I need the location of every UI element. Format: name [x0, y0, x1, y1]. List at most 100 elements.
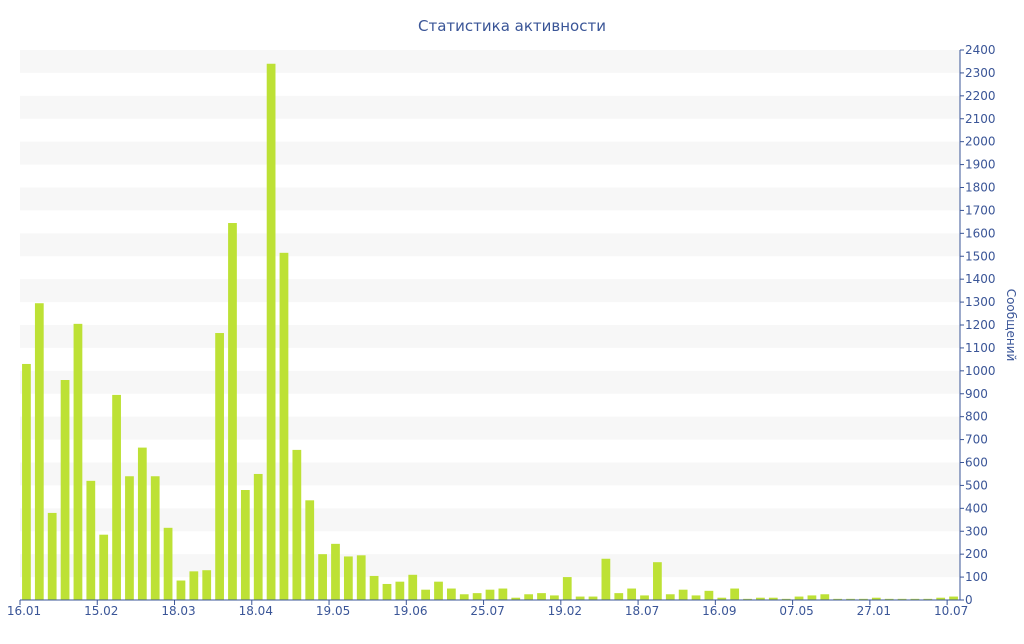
bar	[343, 556, 353, 600]
bar	[691, 595, 701, 600]
grid-band	[20, 187, 960, 211]
bar	[588, 596, 598, 600]
grid-band	[20, 508, 960, 532]
bar	[408, 574, 418, 600]
bar	[47, 512, 57, 600]
y-tick-label: 1900	[965, 158, 996, 172]
bar	[73, 323, 83, 600]
x-tick-label: 18.07	[625, 604, 659, 618]
y-tick-label: 0	[965, 593, 973, 607]
y-tick-label: 1600	[965, 226, 996, 240]
bar	[537, 593, 546, 601]
bar	[730, 588, 740, 600]
bar	[34, 303, 44, 600]
bar	[292, 449, 302, 600]
bar	[859, 598, 868, 600]
y-tick-label: 200	[965, 547, 988, 561]
bar	[524, 594, 534, 600]
bar	[923, 598, 933, 600]
bar	[871, 597, 881, 600]
bar	[60, 380, 70, 600]
bar	[331, 543, 340, 600]
grid-band	[20, 141, 960, 165]
y-tick-label: 1400	[965, 272, 996, 286]
x-tick-label: 19.02	[548, 604, 582, 618]
bar	[601, 558, 611, 600]
bars-group	[22, 63, 958, 601]
y-tick-label: 2200	[965, 89, 996, 103]
bar	[614, 593, 624, 601]
bar	[627, 588, 637, 600]
bar	[820, 594, 830, 600]
bar	[318, 554, 327, 600]
bar	[459, 594, 469, 600]
bar	[421, 589, 430, 600]
bar	[562, 577, 572, 600]
y-tick-label: 1200	[965, 318, 996, 332]
x-tick-label: 16.01	[7, 604, 41, 618]
y-tick-label: 900	[965, 387, 988, 401]
bar	[86, 480, 96, 600]
bar	[846, 598, 855, 600]
bar	[781, 598, 791, 600]
x-tick-label: 18.03	[161, 604, 195, 618]
bar	[884, 598, 894, 600]
axes-group: 0 100 200 300 400 500 600 700 800 900 1000 1100 1200…	[7, 43, 996, 618]
x-tick-label: 25.07	[470, 604, 504, 618]
y-tick-label: 100	[965, 570, 988, 584]
grid-band	[20, 416, 960, 440]
bar	[446, 588, 456, 600]
grid-band	[20, 95, 960, 119]
y-tick-label: 2400	[965, 43, 996, 57]
bar	[472, 593, 482, 601]
y-tick-label: 600	[965, 456, 988, 470]
bar	[202, 570, 212, 600]
bar	[704, 590, 714, 600]
bar	[395, 581, 405, 600]
bar	[305, 500, 315, 600]
bar	[434, 581, 443, 600]
bar	[949, 596, 958, 600]
bar	[717, 597, 727, 600]
bar	[807, 595, 817, 600]
grid-band	[20, 233, 960, 257]
y-tick-label: 300	[965, 524, 988, 538]
bar	[228, 223, 237, 600]
y-tick-label: 1300	[965, 295, 996, 309]
bar	[743, 598, 752, 600]
y-axis-label: Сообщений	[1004, 289, 1018, 362]
bar	[137, 447, 147, 600]
bar	[22, 363, 31, 600]
grid-band	[20, 50, 960, 73]
y-tick-label: 400	[965, 501, 988, 515]
y-tick-label: 2000	[965, 135, 996, 149]
bar	[550, 595, 559, 600]
bar	[640, 595, 649, 600]
x-tick-label: 18.04	[239, 604, 273, 618]
x-tick-label: 19.05	[316, 604, 350, 618]
bar	[382, 583, 392, 600]
bar	[176, 580, 186, 600]
grid-band	[20, 279, 960, 303]
bar	[485, 589, 495, 600]
y-tick-label: 2100	[965, 112, 996, 126]
bar	[936, 597, 946, 600]
grid-band	[20, 554, 960, 578]
bar	[511, 597, 521, 600]
bar	[678, 589, 688, 600]
bar	[768, 597, 778, 600]
bar	[833, 598, 843, 600]
y-tick-label: 1500	[965, 249, 996, 263]
bar	[240, 490, 250, 600]
grid-band	[20, 462, 960, 486]
bar	[575, 596, 585, 600]
x-tick-label: 15.02	[84, 604, 118, 618]
grid-band	[20, 370, 960, 394]
bar	[266, 63, 276, 600]
bar	[253, 473, 263, 600]
x-tick-label: 19.06	[393, 604, 427, 618]
y-tick-label: 500	[965, 478, 988, 492]
bar	[665, 594, 675, 600]
y-tick-label: 800	[965, 410, 988, 424]
